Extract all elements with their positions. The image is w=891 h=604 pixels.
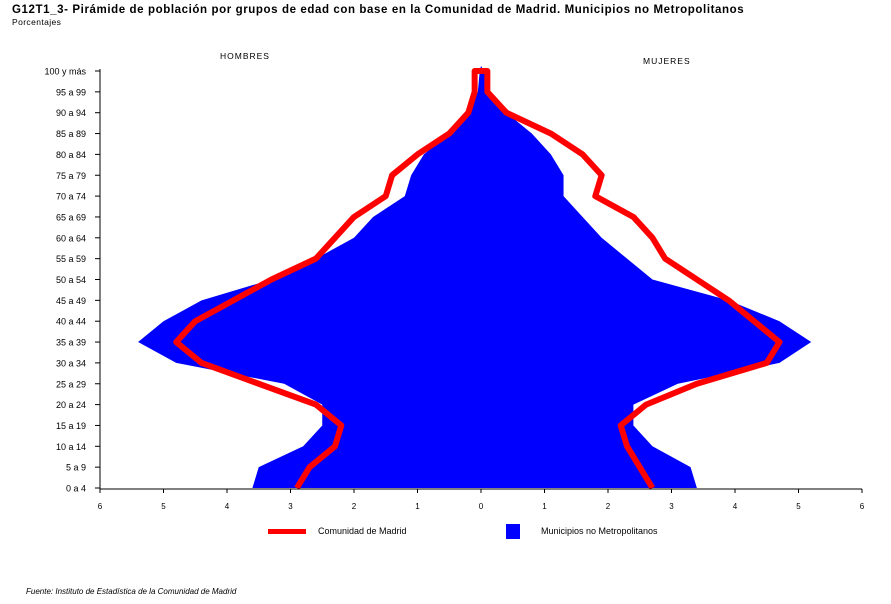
hombres-label: HOMBRES	[220, 51, 270, 61]
chart-title: G12T1_3- Pirámide de población por grupo…	[12, 4, 745, 16]
y-tick-label: 55 a 59	[56, 254, 86, 264]
y-tick-label: 100 y más	[44, 67, 86, 77]
y-tick-label: 80 a 84	[56, 150, 86, 160]
x-tick-label: 2	[352, 502, 357, 511]
x-tick-label: 2	[606, 502, 611, 511]
x-tick-label: 6	[860, 502, 865, 511]
y-tick-label: 85 a 89	[56, 129, 86, 139]
y-tick-label: 95 a 99	[56, 87, 86, 97]
municipios-area	[138, 66, 812, 488]
y-tick-label: 50 a 54	[56, 275, 86, 285]
x-tick-label: 1	[542, 502, 547, 511]
x-tick-label: 0	[479, 502, 484, 511]
source-note: Fuente: Instituto de Estadística de la C…	[26, 587, 237, 596]
x-tick-label: 4	[733, 502, 738, 511]
x-tick-label: 5	[161, 502, 166, 511]
y-tick-label: 70 a 74	[56, 192, 86, 202]
madrid-line-layer	[173, 68, 783, 490]
x-tick-label: 3	[288, 502, 293, 511]
madrid-line	[173, 68, 783, 490]
y-tick-label: 35 a 39	[56, 338, 86, 348]
chart-subtitle: Porcentajes	[12, 17, 62, 27]
y-tick-label: 60 a 64	[56, 233, 86, 243]
x-tick-label: 3	[669, 502, 674, 511]
y-tick-label: 90 a 94	[56, 108, 86, 118]
legend-swatch-municipios	[506, 524, 520, 539]
y-tick-label: 10 a 14	[56, 442, 86, 452]
y-tick-label: 5 a 9	[66, 463, 86, 473]
municipios-area-layer	[138, 66, 812, 488]
x-tick-label: 4	[225, 502, 230, 511]
legend-swatch-madrid	[268, 529, 306, 534]
y-tick-label: 15 a 19	[56, 421, 86, 431]
y-tick-label: 65 a 69	[56, 212, 86, 222]
legend-label-madrid: Comunidad de Madrid	[318, 526, 407, 536]
x-tick-label: 1	[415, 502, 420, 511]
y-tick-label: 75 a 79	[56, 171, 86, 181]
mujeres-label: MUJERES	[643, 56, 691, 66]
x-tick-label: 5	[796, 502, 801, 511]
y-tick-label: 30 a 34	[56, 358, 86, 368]
y-tick-label: 40 a 44	[56, 317, 86, 327]
x-tick-label: 6	[98, 502, 103, 511]
y-tick-label: 25 a 29	[56, 379, 86, 389]
y-tick-label: 0 a 4	[66, 484, 86, 494]
y-tick-label: 45 a 49	[56, 296, 86, 306]
y-tick-label: 20 a 24	[56, 400, 86, 410]
legend-label-municipios: Municipios no Metropolitanos	[541, 526, 658, 536]
